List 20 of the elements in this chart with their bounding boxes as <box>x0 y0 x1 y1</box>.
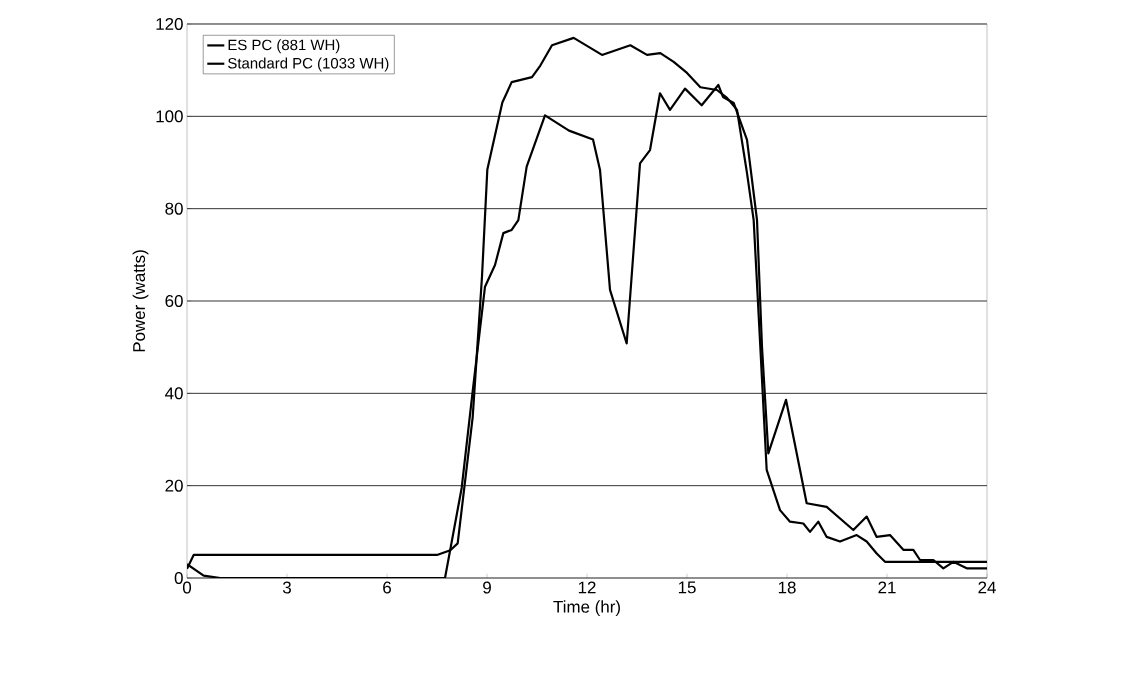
x-tick-label: 9 <box>483 581 491 594</box>
y-tick-label: 120 <box>156 18 183 30</box>
x-tick-label: 0 <box>182 581 192 594</box>
x-axis-title: Time (hr) <box>553 600 620 617</box>
x-tick-label: 18 <box>778 581 796 594</box>
y-tick-label: 0 <box>174 572 183 584</box>
y-tick-label: 60 <box>165 295 183 307</box>
x-tick-label: 3 <box>282 581 291 594</box>
x-tick-label: 24 <box>978 581 996 594</box>
x-tick-label: 12 <box>578 581 596 594</box>
y-tick-label: 20 <box>165 479 183 492</box>
y-tick-label: 40 <box>165 387 183 400</box>
legend-label: Standard PC (1033 WH) <box>228 57 389 72</box>
y-tick-label: 80 <box>165 202 183 215</box>
legend-label: ES PC (881 WH) <box>228 39 340 54</box>
y-axis-title: Power (watts) <box>132 250 149 352</box>
x-tick-label: 6 <box>383 581 391 594</box>
x-tick-label: 15 <box>678 581 696 594</box>
y-tick-label: 100 <box>156 110 183 123</box>
x-tick-label: 21 <box>878 581 896 594</box>
